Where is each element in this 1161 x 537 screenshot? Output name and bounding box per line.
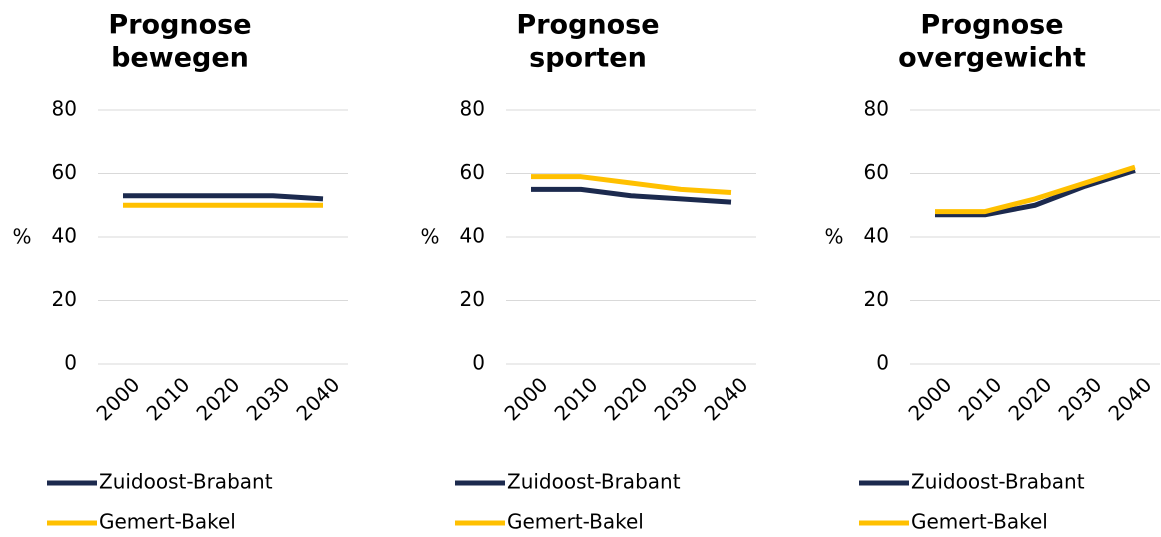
y-axis-label: % [12,225,31,249]
x-tick-label: 2040 [291,372,344,425]
chart: Prognoseovergewicht%02040608020002010202… [824,10,1160,534]
series-line [531,186,732,205]
x-tick-label: 2020 [191,372,244,425]
y-tick-label: 60 [460,160,485,184]
legend-label: Gemert-Bakel [507,510,644,534]
chart-title: Prognose [920,10,1063,41]
chart: Prognosesporten%020406080200020102020203… [420,10,756,534]
y-tick-label: 40 [460,224,485,248]
x-tick-label: 2000 [903,372,956,425]
y-tick-label: 60 [52,160,77,184]
x-tick-label: 2030 [241,372,294,425]
x-tick-label: 2040 [699,372,752,425]
series-line [935,164,1136,215]
x-tick-label: 2020 [599,372,652,425]
series-line [123,193,324,202]
x-tick-label: 2010 [141,372,194,425]
chart-title: bewegen [111,43,249,74]
legend-label: Gemert-Bakel [911,510,1048,534]
legend-label: Zuidoost-Brabant [911,470,1085,494]
y-tick-label: 0 [472,351,485,375]
x-tick-label: 2030 [1053,372,1106,425]
legend-label: Zuidoost-Brabant [507,470,681,494]
x-tick-label: 2030 [649,372,702,425]
x-tick-label: 2040 [1103,372,1156,425]
y-tick-label: 40 [52,224,77,248]
legend-label: Gemert-Bakel [99,510,236,534]
y-axis-label: % [824,225,843,249]
y-axis-label: % [420,225,439,249]
x-tick-label: 2010 [549,372,602,425]
y-tick-label: 0 [64,351,77,375]
chart-title: sporten [529,43,647,74]
y-tick-label: 20 [52,287,77,311]
chart-title: overgewicht [898,43,1086,74]
x-tick-label: 2020 [1003,372,1056,425]
chart: Prognosebewegen%020406080200020102020203… [12,10,348,534]
series-line [935,167,1136,218]
y-tick-label: 80 [52,97,77,121]
x-tick-label: 2000 [499,372,552,425]
legend-label: Zuidoost-Brabant [99,470,273,494]
chart-title: Prognose [516,10,659,41]
y-tick-label: 40 [864,224,889,248]
y-tick-label: 20 [864,287,889,311]
series-line [531,174,732,196]
x-tick-label: 2010 [953,372,1006,425]
chart-title: Prognose [108,10,251,41]
y-tick-label: 60 [864,160,889,184]
y-tick-label: 0 [876,351,889,375]
y-tick-label: 80 [460,97,485,121]
x-tick-label: 2000 [91,372,144,425]
y-tick-label: 20 [460,287,485,311]
y-tick-label: 80 [864,97,889,121]
